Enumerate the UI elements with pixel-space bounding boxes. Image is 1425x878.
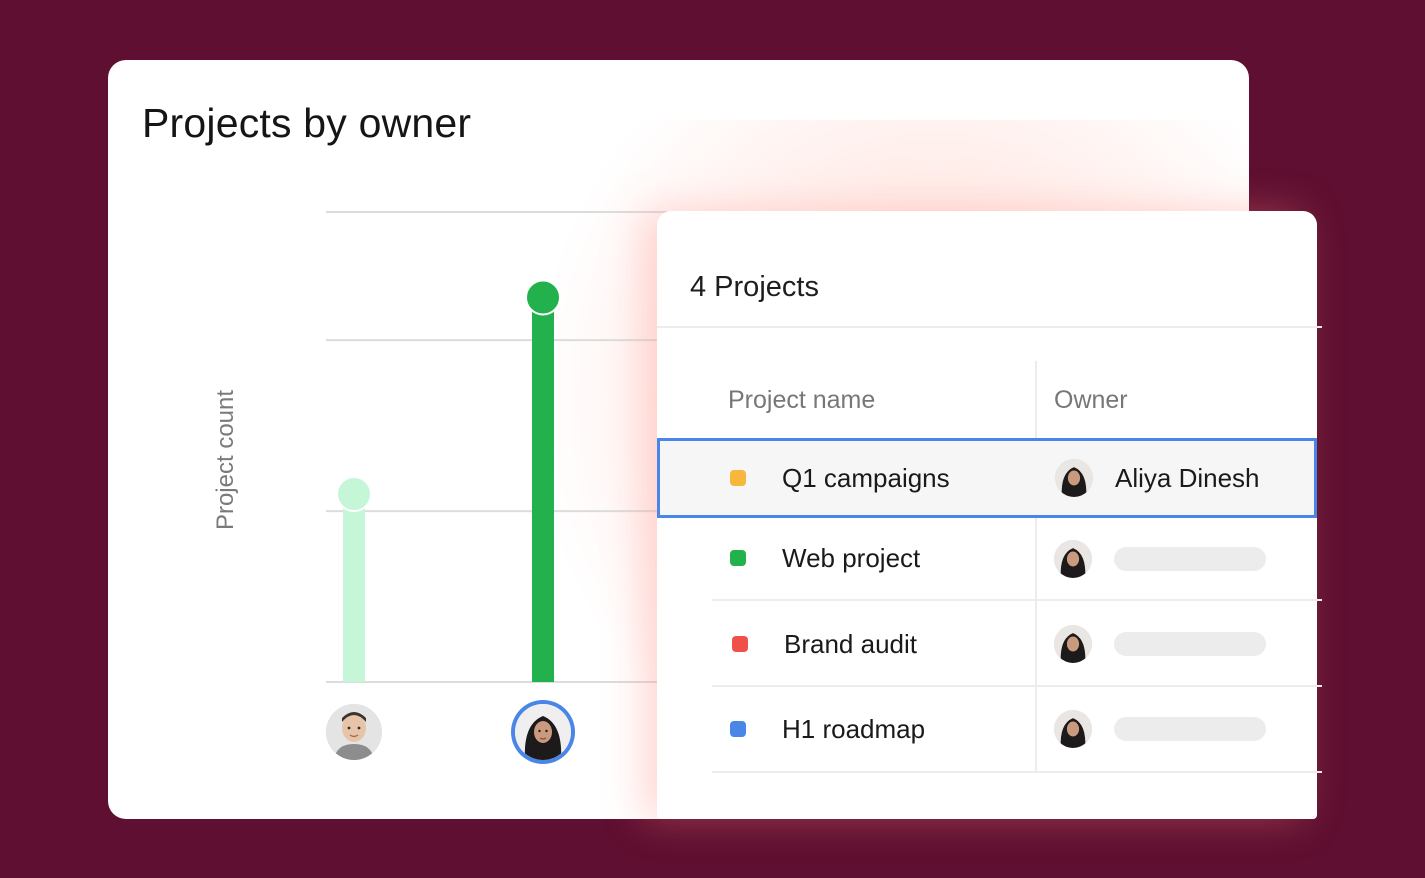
owner-avatar xyxy=(1054,710,1092,748)
project-name: H1 roadmap xyxy=(782,714,926,744)
column-header-project-name[interactable]: Project name xyxy=(728,386,876,414)
row-divider xyxy=(712,599,1322,601)
bar-cap-owner-man[interactable] xyxy=(336,476,372,512)
owner-avatar xyxy=(1055,459,1093,497)
avatar-aliya-icon xyxy=(1054,710,1092,748)
panel-divider xyxy=(657,326,1322,328)
owner-avatar xyxy=(1054,540,1092,578)
project-name: Web project xyxy=(782,543,921,573)
bar-owner-aliya[interactable] xyxy=(532,297,554,682)
row-divider xyxy=(712,685,1322,687)
avatar-aliya-icon xyxy=(1055,459,1093,497)
project-color-dot xyxy=(732,636,748,652)
table-row-h1-roadmap[interactable]: H1 roadmap xyxy=(657,687,1317,767)
project-color-dot xyxy=(730,550,746,566)
avatar-aliya-icon xyxy=(515,704,571,760)
avatar-aliya-icon xyxy=(1054,625,1092,663)
owner-placeholder xyxy=(1114,717,1266,741)
project-name: Q1 campaigns xyxy=(782,463,950,493)
owner-name: Aliya Dinesh xyxy=(1115,463,1260,493)
bar-cap-owner-aliya[interactable] xyxy=(525,279,561,316)
owner-avatar-aliya[interactable] xyxy=(511,700,575,764)
project-color-dot xyxy=(730,470,746,486)
avatar-man-icon xyxy=(326,704,382,760)
owner-avatar xyxy=(1054,625,1092,663)
table-row-q1-campaigns[interactable]: Q1 campaigns Aliya Dinesh xyxy=(657,438,1317,518)
project-color-dot xyxy=(730,721,746,737)
bar-owner-man[interactable] xyxy=(343,494,365,682)
projects-panel: 4 Projects Project name Owner Q1 campaig… xyxy=(657,211,1322,819)
table-row-brand-audit[interactable]: Brand audit xyxy=(657,601,1317,681)
panel-title: 4 Projects xyxy=(690,271,819,303)
column-separator xyxy=(1035,361,1037,771)
bar-chart xyxy=(326,211,668,683)
table-row-web-project[interactable]: Web project xyxy=(657,518,1317,598)
project-name: Brand audit xyxy=(784,629,917,659)
row-divider xyxy=(712,771,1322,773)
owner-placeholder xyxy=(1114,547,1266,571)
column-header-owner[interactable]: Owner xyxy=(1054,386,1128,414)
card-title: Projects by owner xyxy=(142,100,472,146)
y-axis-label: Project count xyxy=(212,389,239,531)
owner-placeholder xyxy=(1114,632,1266,656)
owner-avatar-man[interactable] xyxy=(326,704,382,760)
avatar-aliya-icon xyxy=(1054,540,1092,578)
